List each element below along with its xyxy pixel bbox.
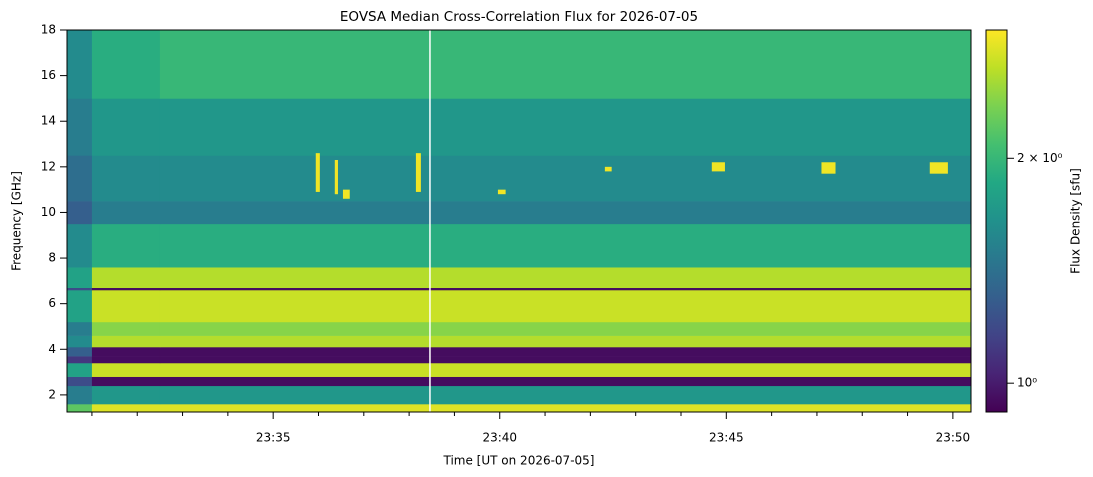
burst xyxy=(315,153,320,192)
heatmap-cell xyxy=(67,362,93,377)
y-axis-label: Frequency [GHz] xyxy=(10,171,24,271)
heatmap-cell xyxy=(67,376,93,387)
y-tick-label: 4 xyxy=(48,342,56,356)
heatmap-cell xyxy=(67,335,93,348)
heatmap-cell xyxy=(159,385,972,405)
heatmap-cell xyxy=(67,201,93,225)
heatmap-cell xyxy=(67,356,93,364)
heatmap-cell xyxy=(159,335,972,348)
heatmap-cell xyxy=(159,321,972,336)
heatmap-cell xyxy=(67,223,93,268)
x-tick-label: 23:40 xyxy=(482,431,517,445)
heatmap-cell xyxy=(91,376,161,387)
heatmap-cell xyxy=(67,321,93,336)
y-tick-label: 6 xyxy=(48,296,56,310)
x-tick-label: 23:35 xyxy=(256,431,291,445)
burst xyxy=(821,162,836,174)
burst xyxy=(929,162,948,174)
heatmap-cell xyxy=(159,376,972,387)
plot-frame xyxy=(66,29,972,413)
heatmap-cell xyxy=(91,223,161,268)
x-axis-label: Time [UT on 2026-07-05] xyxy=(443,454,595,468)
heatmap-cell xyxy=(67,404,93,413)
heatmap-cell xyxy=(91,362,161,377)
heatmap-cell xyxy=(67,287,93,291)
heatmap-cell xyxy=(67,30,93,99)
y-tick-label: 2 xyxy=(48,387,56,401)
heatmap-cell xyxy=(67,155,93,202)
heatmap-cell xyxy=(67,347,93,357)
heatmap-cell xyxy=(159,362,972,377)
burst xyxy=(711,162,725,172)
burst xyxy=(497,189,506,195)
heatmap-cell xyxy=(159,30,972,99)
heatmap-cell xyxy=(159,155,972,202)
heatmap-cell xyxy=(91,287,161,291)
heatmap-cell xyxy=(91,347,161,357)
burst xyxy=(334,159,338,195)
heatmap-cell xyxy=(91,335,161,348)
burst xyxy=(342,189,350,199)
heatmap-cell xyxy=(159,267,972,289)
heatmap-cell xyxy=(159,347,972,357)
y-tick-label: 10 xyxy=(41,205,56,219)
heatmap-cell xyxy=(91,267,161,289)
x-tick-label: 23:45 xyxy=(709,431,744,445)
heatmap-cell xyxy=(91,98,161,156)
heatmap-cell xyxy=(91,356,161,364)
x-tick-label: 23:50 xyxy=(936,431,971,445)
heatmap-cell xyxy=(159,404,972,413)
burst xyxy=(415,153,421,192)
heatmap-cell xyxy=(159,201,972,225)
heatmap-cell xyxy=(91,321,161,336)
heatmap-cell xyxy=(91,289,161,323)
heatmap-cell xyxy=(67,267,93,289)
heatmap-cell xyxy=(159,287,972,291)
y-tick-label: 16 xyxy=(41,68,56,82)
heatmap-cell xyxy=(67,385,93,405)
colorbar-tick-label: 10⁰ xyxy=(1017,376,1037,390)
y-tick-label: 8 xyxy=(48,251,56,265)
heatmap-cell xyxy=(67,98,93,156)
heatmap-cell xyxy=(159,356,972,364)
heatmap-cell xyxy=(91,155,161,202)
heatmap-cell xyxy=(67,289,93,323)
y-tick-label: 14 xyxy=(41,114,56,128)
chart-title: EOVSA Median Cross-Correlation Flux for … xyxy=(340,9,698,25)
y-tick-label: 12 xyxy=(41,159,56,173)
heatmap-cell xyxy=(91,30,161,99)
y-tick-label: 18 xyxy=(41,23,56,37)
heatmap-cell xyxy=(91,404,161,413)
heatmap-cell xyxy=(159,289,972,323)
colorbar-label: Flux Density [sfu] xyxy=(1069,168,1083,274)
burst xyxy=(604,166,612,172)
heatmap-cell xyxy=(91,201,161,225)
colorbar-tick-label: 2 × 10⁰ xyxy=(1017,151,1063,165)
heatmap-cell xyxy=(159,98,972,156)
heatmap-cell xyxy=(159,223,972,268)
colorbar xyxy=(985,29,1008,413)
heatmap-cell xyxy=(91,385,161,405)
plot-area xyxy=(67,30,972,413)
